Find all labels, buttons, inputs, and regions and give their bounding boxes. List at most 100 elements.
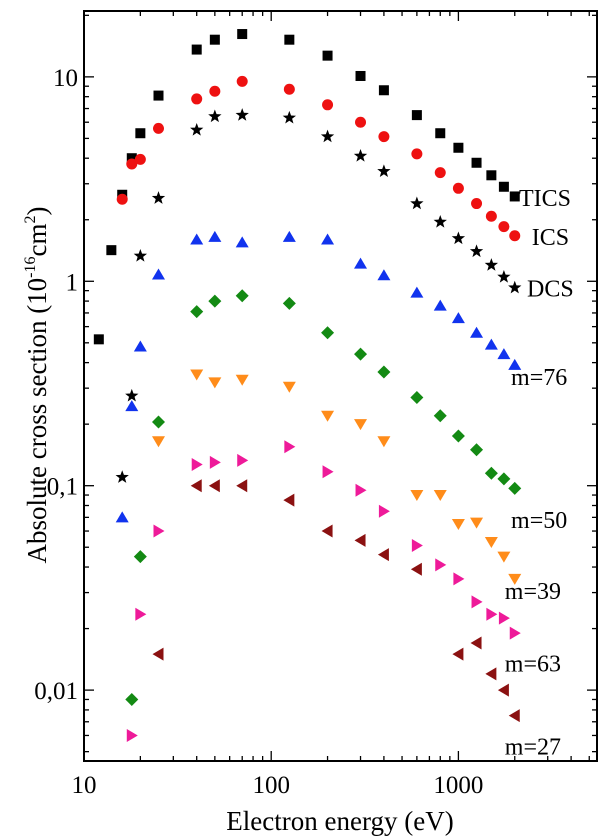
data-point [190,305,204,319]
data-point [321,410,335,422]
y-axis-title-exponent-2: 2 [22,215,39,223]
data-point [433,299,447,311]
data-point [151,415,165,429]
series-m-76 [115,230,522,523]
series-ics [116,75,521,242]
data-point [355,116,367,128]
data-point [151,268,165,280]
data-point [235,289,249,303]
data-point [126,728,138,742]
data-point [115,470,129,483]
y-axis-title: Absolute cross section (10-16cm2) [22,206,52,563]
data-point [152,122,164,134]
data-point [486,170,497,181]
data-point [435,128,446,139]
data-point [282,296,296,310]
data-point [354,419,368,431]
data-point [484,537,498,549]
y-tick-label: 10 [53,65,78,92]
data-point [133,340,147,352]
data-point [433,214,447,228]
data-point [509,626,521,640]
data-point [209,85,221,97]
data-point [451,231,466,245]
data-point [433,490,447,502]
data-point [498,181,509,192]
series-dcs [115,108,522,483]
data-point [190,233,204,245]
data-point [497,683,509,697]
data-point [435,558,447,572]
data-point [451,518,465,530]
data-point [486,607,498,621]
data-point [377,365,391,379]
y-tick-label: 0,01 [34,678,78,705]
series-label: m=76 [511,365,567,391]
data-point [133,248,148,262]
data-point [451,312,465,324]
data-point [378,131,390,143]
data-point [191,457,203,471]
data-point [236,75,248,87]
series-label: m=50 [511,508,567,534]
series-m-39 [151,369,522,585]
data-point [208,109,222,123]
data-point [471,157,482,168]
data-point [208,377,222,389]
data-point [151,436,165,448]
data-point [509,230,521,242]
data-point [282,230,296,242]
data-point [284,34,295,45]
data-point [508,709,520,723]
plot-frame [83,10,598,762]
data-point [116,193,128,205]
data-point [133,550,147,564]
data-point [469,244,484,258]
data-point [321,326,335,340]
series-label: m=27 [505,734,561,760]
data-point [497,551,511,563]
data-point [509,191,520,202]
data-point [322,99,334,111]
data-point [320,129,335,143]
data-point [453,572,465,586]
data-point [322,465,334,479]
data-point [208,230,222,242]
data-point [508,280,522,294]
data-point [484,338,498,350]
data-point [282,110,296,124]
data-point [283,83,295,95]
data-point [497,348,511,360]
x-axis-title: Electron energy (eV) [226,806,453,836]
data-point [191,93,203,105]
data-point [471,595,483,609]
data-point [497,472,511,486]
data-point [484,258,499,271]
data-point [470,636,482,650]
series-label: ICS [532,225,569,251]
data-point [237,29,248,40]
x-tick-label: 100 [252,772,290,799]
data-point [236,479,248,493]
series-label: m=63 [505,651,561,677]
series-label: DCS [527,277,574,303]
data-point [208,294,222,308]
data-point [378,504,390,518]
data-point [410,391,424,405]
data-point [106,245,117,256]
data-point [434,167,446,179]
y-axis-title-exponent-1: -16 [22,256,39,277]
data-point [125,692,139,706]
data-point [235,236,249,248]
y-axis-title-prefix: Absolute cross section (10 [22,278,52,564]
data-point [115,511,129,523]
series-label: TICS [519,186,571,212]
data-point [355,483,367,497]
y-tick-label: 1 [66,269,79,296]
data-point [411,538,423,552]
data-point [353,149,368,162]
data-point [125,400,139,412]
data-point [208,479,220,493]
data-point [377,436,391,448]
data-point [125,388,139,402]
